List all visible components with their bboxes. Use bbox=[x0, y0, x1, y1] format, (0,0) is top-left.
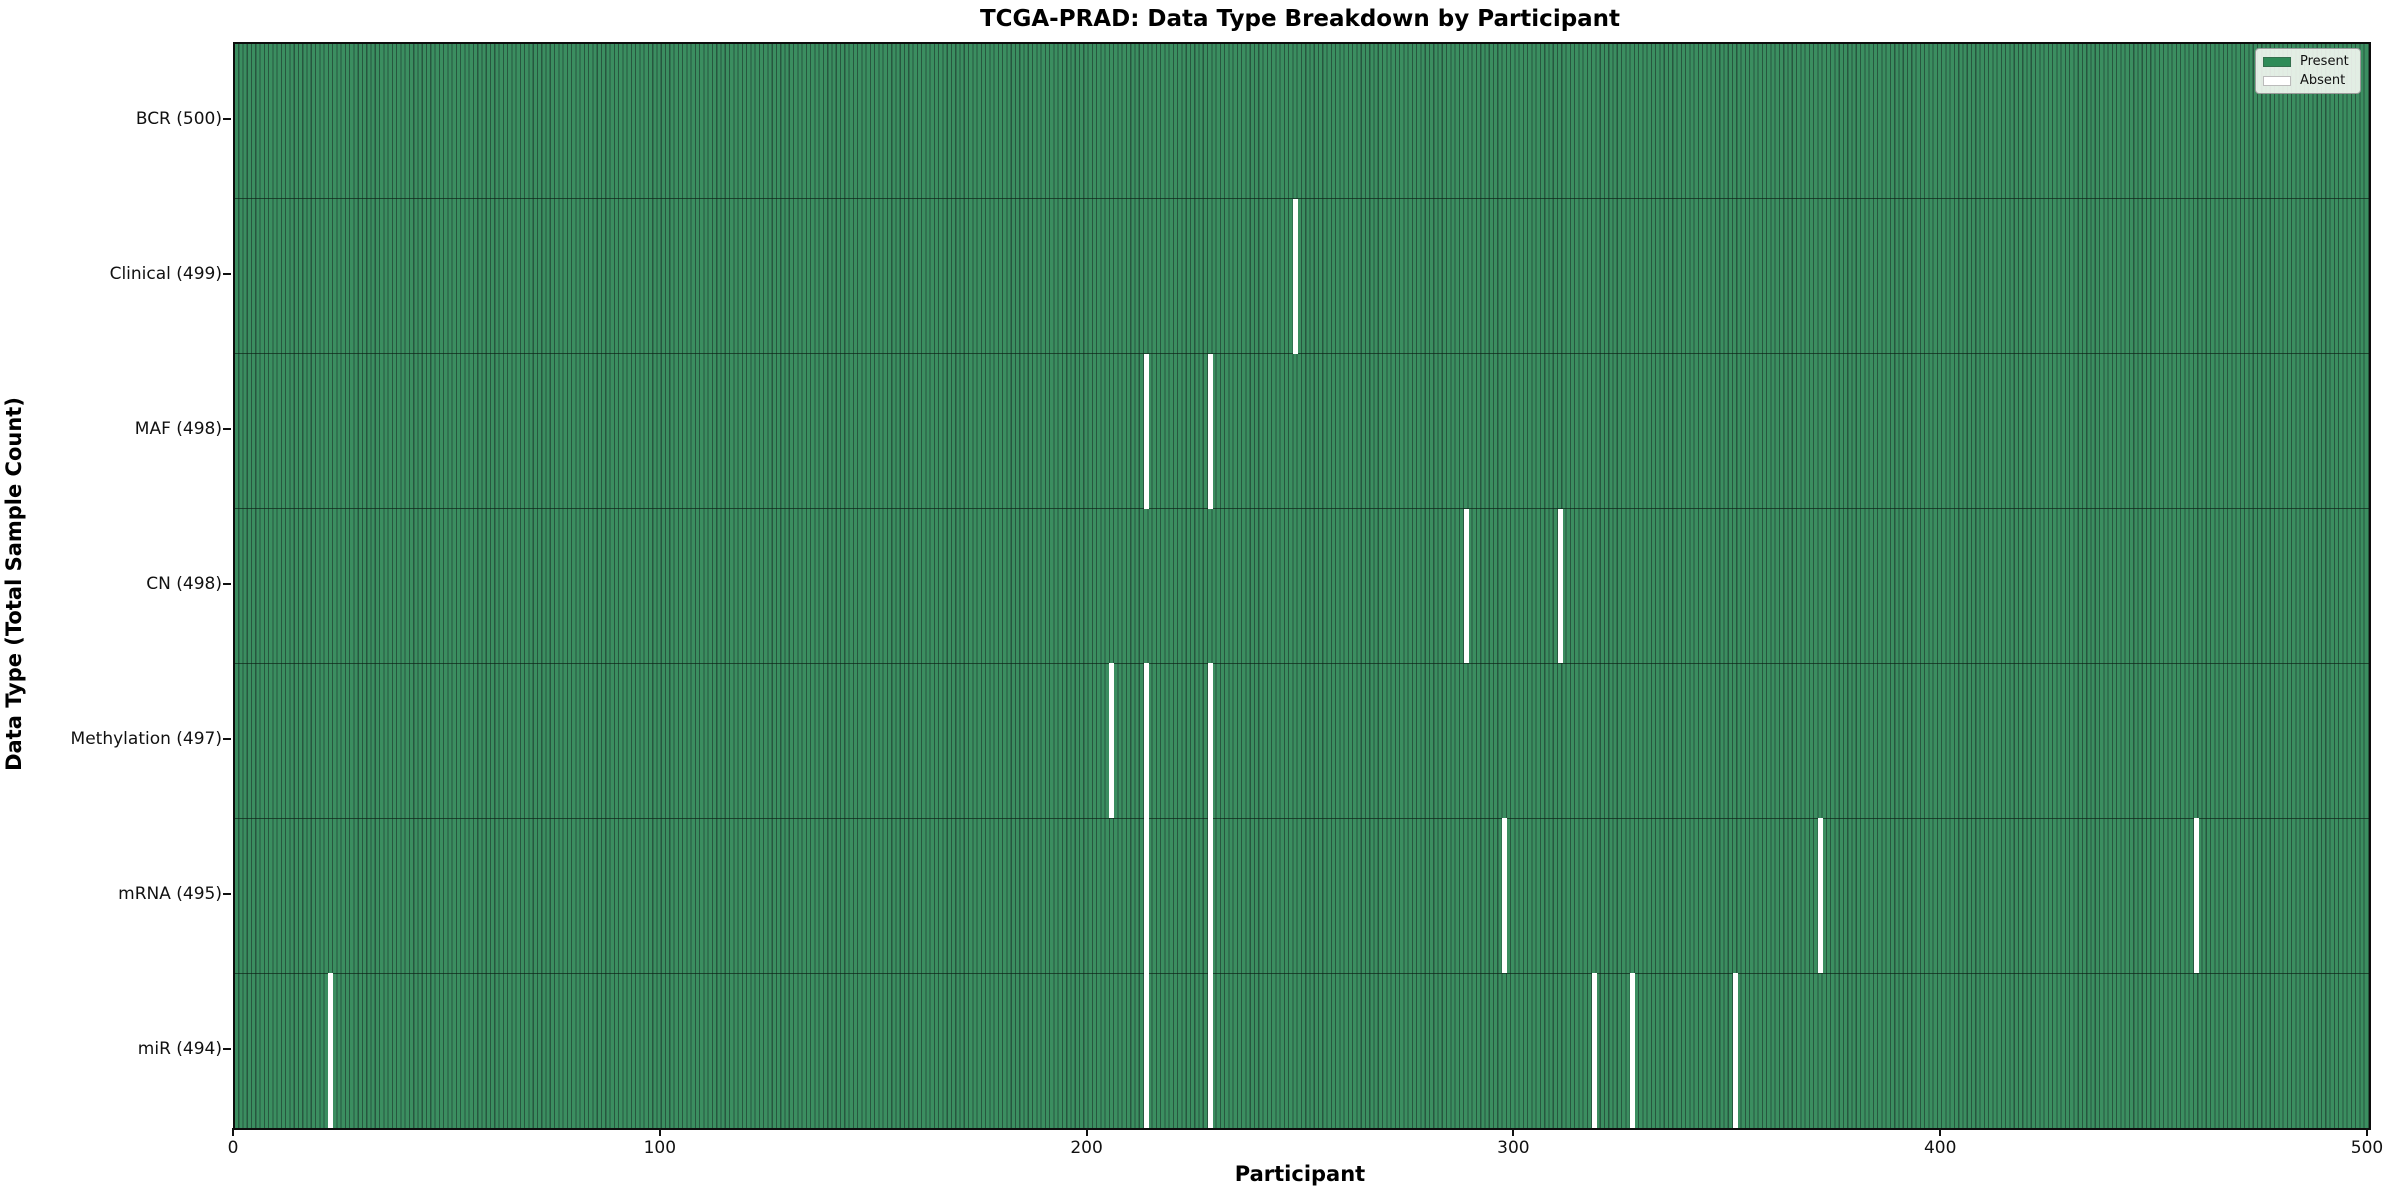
xtick-mark bbox=[658, 1128, 661, 1136]
row-separator bbox=[235, 972, 2369, 974]
ytick-label-miR: miR (494) bbox=[137, 1038, 222, 1059]
absent-gap-Methylation-213 bbox=[1143, 663, 1149, 819]
row-CN bbox=[235, 508, 2369, 664]
absent-gap-mRNA-297 bbox=[1502, 818, 1508, 974]
absent-gap-Methylation-205 bbox=[1109, 663, 1115, 819]
absent-gap-miR-351 bbox=[1732, 973, 1738, 1128]
absent-gap-Methylation-228 bbox=[1207, 663, 1213, 819]
row-Methylation bbox=[235, 663, 2369, 819]
absent-gap-MAF-213 bbox=[1143, 353, 1149, 509]
ytick-mark bbox=[223, 1047, 231, 1050]
row-MAF bbox=[235, 353, 2369, 509]
ytick-mark bbox=[223, 428, 231, 431]
xtick-mark bbox=[2366, 1128, 2368, 1136]
legend-entry-absent: Absent bbox=[2263, 73, 2352, 88]
xtick-label-500: 500 bbox=[2350, 1138, 2384, 1158]
absent-gap-miR-318 bbox=[1591, 973, 1597, 1128]
row-BCR bbox=[235, 44, 2369, 199]
row-Clinical bbox=[235, 198, 2369, 354]
ytick-mark bbox=[223, 273, 231, 276]
xtick-mark bbox=[1939, 1128, 1942, 1136]
legend: Present Absent bbox=[2255, 48, 2361, 94]
ytick-label-BCR: BCR (500) bbox=[135, 109, 222, 130]
row-mRNA bbox=[235, 818, 2369, 974]
legend-label-present: Present bbox=[2300, 54, 2349, 69]
ytick-mark bbox=[223, 583, 231, 585]
xtick-mark bbox=[1512, 1128, 1515, 1136]
legend-entry-present: Present bbox=[2263, 54, 2352, 69]
ytick-mark bbox=[223, 118, 231, 121]
absent-gap-mRNA-213 bbox=[1143, 818, 1149, 974]
xtick-label-200: 200 bbox=[1070, 1138, 1103, 1158]
absent-gap-MAF-228 bbox=[1207, 353, 1213, 509]
row-separator bbox=[235, 353, 2369, 355]
legend-swatch-absent bbox=[2263, 75, 2291, 86]
absent-gap-CN-310 bbox=[1557, 508, 1563, 664]
absent-gap-miR-228 bbox=[1207, 973, 1213, 1128]
absent-gap-miR-327 bbox=[1630, 973, 1636, 1128]
ytick-mark bbox=[223, 892, 231, 895]
y-axis-label: Data Type (Total Sample Count) bbox=[2, 397, 26, 771]
xtick-label-300: 300 bbox=[1497, 1138, 1530, 1158]
ytick-label-mRNA: mRNA (495) bbox=[118, 883, 222, 904]
legend-swatch-present bbox=[2263, 56, 2291, 67]
x-axis-label: Participant bbox=[1234, 1162, 1366, 1186]
plot-area bbox=[233, 42, 2371, 1130]
absent-gap-mRNA-371 bbox=[1817, 818, 1823, 974]
row-separator bbox=[235, 662, 2369, 664]
ytick-label-Clinical: Clinical (499) bbox=[109, 264, 222, 285]
chart-title: TCGA-PRAD: Data Type Breakdown by Partic… bbox=[979, 6, 1621, 32]
absent-gap-Clinical-248 bbox=[1292, 198, 1298, 354]
row-separator bbox=[235, 508, 2369, 510]
ytick-label-MAF: MAF (498) bbox=[134, 419, 222, 440]
absent-gap-mRNA-459 bbox=[2193, 818, 2199, 974]
absent-gap-mRNA-228 bbox=[1207, 818, 1213, 974]
xtick-mark bbox=[232, 1128, 234, 1136]
legend-label-absent: Absent bbox=[2300, 73, 2346, 88]
row-separator bbox=[235, 198, 2369, 200]
absent-gap-miR-213 bbox=[1143, 973, 1149, 1128]
xtick-label-400: 400 bbox=[1923, 1138, 1957, 1158]
ytick-label-Methylation: Methylation (497) bbox=[70, 728, 222, 749]
absent-gap-CN-288 bbox=[1463, 508, 1469, 664]
xtick-mark bbox=[1085, 1128, 1088, 1136]
absent-gap-miR-22 bbox=[328, 973, 334, 1128]
xtick-label-100: 100 bbox=[643, 1138, 677, 1158]
row-separator bbox=[235, 817, 2369, 819]
xtick-label-0: 0 bbox=[227, 1138, 239, 1158]
ytick-label-CN: CN (498) bbox=[146, 574, 222, 594]
ytick-mark bbox=[223, 737, 231, 740]
row-miR bbox=[235, 973, 2369, 1128]
